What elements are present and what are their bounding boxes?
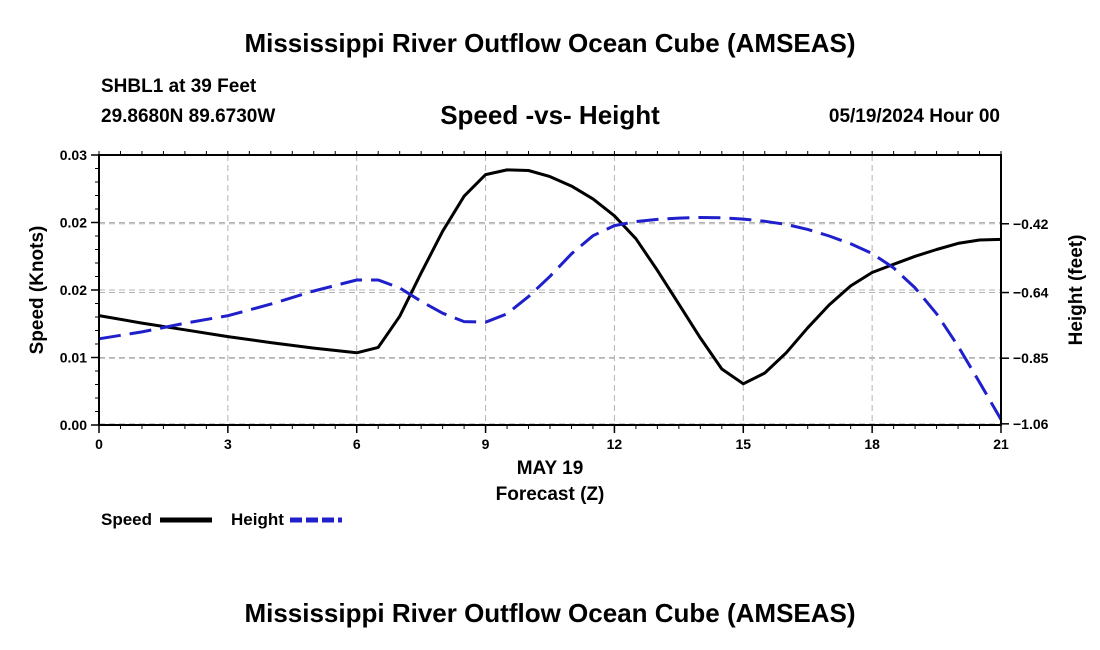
x-tick-label: 18 bbox=[864, 436, 880, 452]
y-tick-label: 0.03 bbox=[60, 147, 87, 163]
y2-axis-title: Height (feet) bbox=[1066, 235, 1087, 346]
x-tick-label: 12 bbox=[607, 436, 623, 452]
height-series-line bbox=[98, 216, 1003, 421]
y-tick-label: 0.01 bbox=[60, 350, 87, 366]
y2-tick-label: −0.64 bbox=[1013, 285, 1049, 301]
x-axis-date-label: MAY 19 bbox=[517, 458, 584, 479]
station-label: SHBL1 at 39 Feet bbox=[101, 76, 257, 97]
x-tick-label: 21 bbox=[993, 436, 1009, 452]
footer-title: Mississippi River Outflow Ocean Cube (AM… bbox=[244, 598, 856, 628]
x-axis-title: Forecast (Z) bbox=[496, 484, 605, 505]
y-axis-title: Speed (Knots) bbox=[27, 226, 48, 355]
station-coordinates: 29.8680N 89.6730W bbox=[101, 106, 276, 127]
legend-label-speed: Speed bbox=[101, 510, 152, 529]
y-tick-label: 0.02 bbox=[60, 282, 87, 298]
y2-tick-label: −0.85 bbox=[1013, 350, 1049, 366]
x-tick-label: 0 bbox=[95, 436, 103, 452]
y2-tick-label: −0.42 bbox=[1013, 216, 1049, 232]
y2-tick-label: −1.06 bbox=[1013, 416, 1049, 432]
chart-subtitle: Speed -vs- Height bbox=[440, 100, 660, 130]
y-tick-label: 0.00 bbox=[60, 417, 87, 433]
speed-series-line bbox=[98, 168, 1002, 386]
x-tick-label: 15 bbox=[735, 436, 751, 452]
x-tick-label: 9 bbox=[482, 436, 490, 452]
forecast-datetime: 05/19/2024 Hour 00 bbox=[828, 106, 1000, 127]
page-title: Mississippi River Outflow Ocean Cube (AM… bbox=[244, 28, 856, 58]
axis-ticks: 0 3 6 9 12 15 18 21 0.00 0.01 0.02 0.02 0.03 −1.06 −0.… bbox=[60, 147, 1049, 452]
legend: Speed Height bbox=[101, 510, 342, 529]
x-tick-label: 6 bbox=[353, 436, 361, 452]
axis-labels: MAY 19 Forecast (Z) Speed (Knots) Height… bbox=[27, 226, 1087, 505]
series-lines bbox=[98, 168, 1003, 421]
y-tick-label: 0.02 bbox=[60, 215, 87, 231]
legend-label-height: Height bbox=[231, 510, 284, 529]
grid-lines bbox=[99, 155, 1001, 425]
x-tick-label: 3 bbox=[224, 436, 232, 452]
